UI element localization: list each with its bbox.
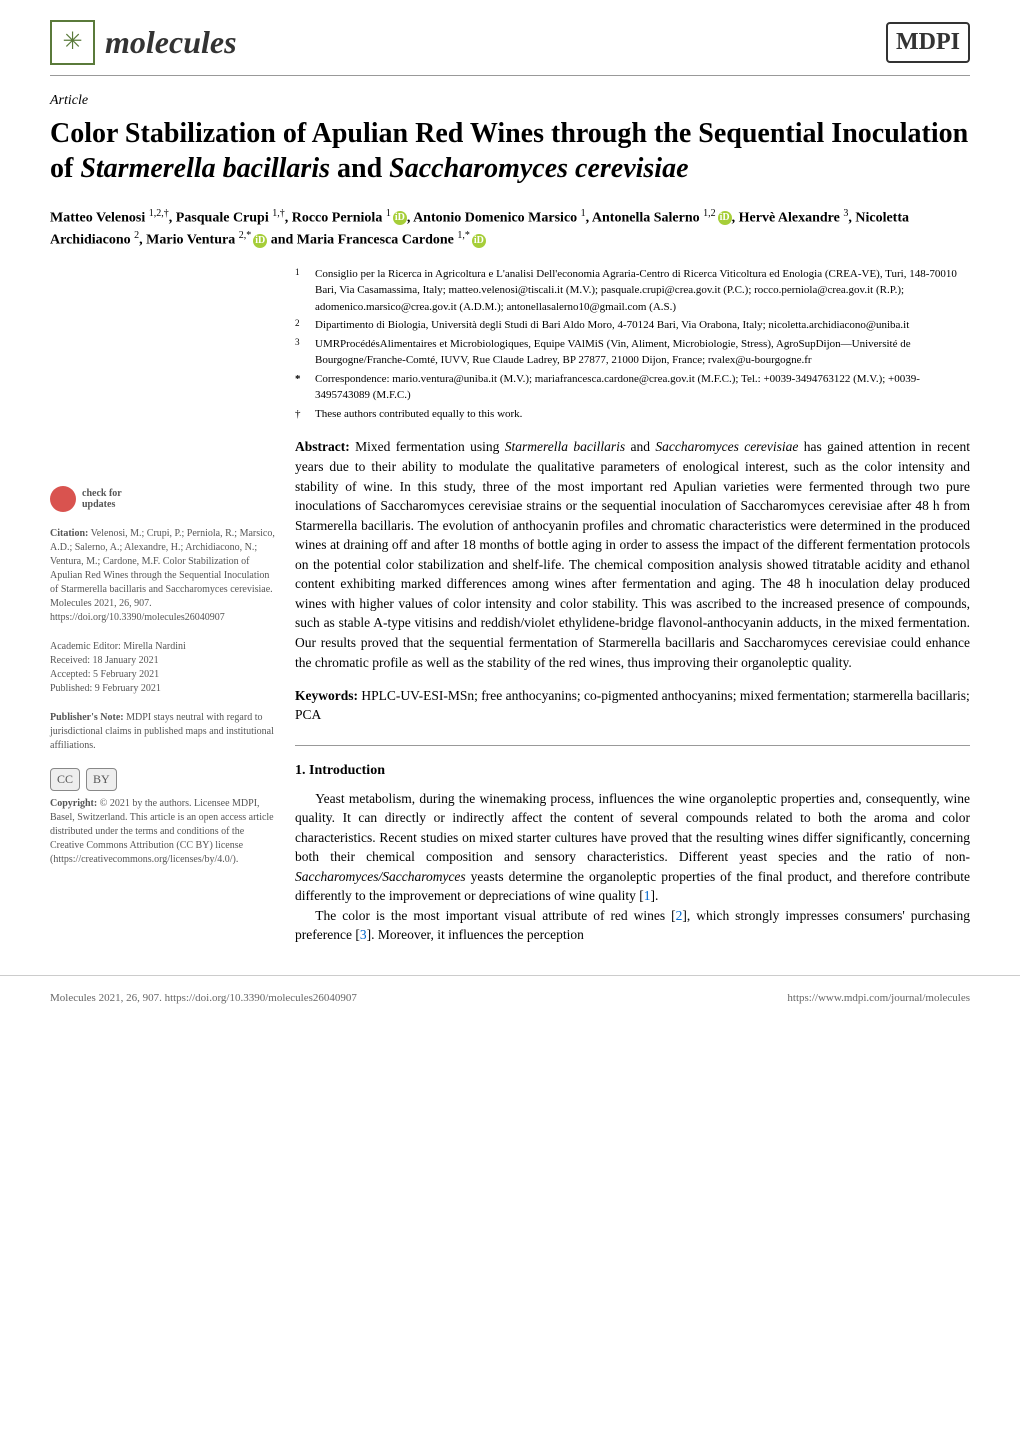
body-text: Yeast metabolism, during the winemaking … — [295, 791, 970, 865]
affiliation-row: 2 Dipartimento di Biologia, Università d… — [295, 317, 970, 334]
by-icon: BY — [86, 768, 117, 791]
author-affil: 1,2 — [703, 208, 716, 219]
author: Hervè Alexandre — [739, 210, 840, 225]
affiliations: 1 Consiglio per la Ricerca in Agricoltur… — [295, 266, 970, 423]
orcid-icon: iD — [472, 234, 486, 248]
title-sci2: Saccharomyces cerevisiae — [389, 153, 688, 184]
author: Maria Francesca Cardone — [297, 233, 454, 248]
author-affil: 1,* — [457, 230, 470, 241]
author: Matteo Velenosi — [50, 210, 145, 225]
author: Antonio Domenico Marsico — [413, 210, 577, 225]
author: Rocco Perniola — [292, 210, 383, 225]
page-footer: Molecules 2021, 26, 907. https://doi.org… — [0, 975, 1020, 1021]
body-paragraph: Yeast metabolism, during the winemaking … — [295, 789, 970, 906]
note-label: Publisher's Note: — [50, 712, 124, 723]
check-updates-label: check forcheck for updatesupdates — [82, 488, 122, 510]
abstract-sci: Saccharomyces cerevisiae — [655, 439, 798, 454]
copyright-label: Copyright: — [50, 798, 97, 809]
author-affil: 3 — [843, 208, 848, 219]
affil-num: 2 — [295, 317, 307, 334]
citation-text: Velenosi, M.; Crupi, P.; Perniola, R.; M… — [50, 528, 275, 623]
author-affil: 2,* — [239, 230, 252, 241]
journal-icon: ✳ — [50, 20, 95, 65]
equal-contrib-row: † These authors contributed equally to t… — [295, 406, 970, 423]
orcid-icon: iD — [393, 211, 407, 225]
keywords: Keywords: HPLC-UV-ESI-MSn; free anthocya… — [295, 687, 970, 725]
editor-label: Academic Editor: — [50, 641, 121, 652]
author-affil: 2 — [134, 230, 139, 241]
footer-left: Molecules 2021, 26, 907. https://doi.org… — [50, 991, 357, 1006]
affil-num: † — [295, 406, 307, 423]
body-paragraph: The color is the most important visual a… — [295, 906, 970, 945]
abstract: Abstract: Mixed fermentation using Starm… — [295, 437, 970, 672]
title-mid: and — [330, 153, 389, 184]
correspondence-row: * Correspondence: mario.ventura@uniba.it… — [295, 371, 970, 404]
title-sci1: Starmerella bacillaris — [80, 153, 330, 184]
check-updates-icon — [50, 486, 76, 512]
correspondence-text: Correspondence: mario.ventura@uniba.it (… — [315, 371, 970, 404]
received-date: Received: 18 January 2021 — [50, 655, 159, 666]
journal-name: molecules — [105, 20, 237, 65]
affil-num: 1 — [295, 266, 307, 316]
citation-ref[interactable]: 3 — [360, 927, 367, 942]
citation-label: Citation: — [50, 528, 88, 539]
orcid-icon: iD — [718, 211, 732, 225]
citation-ref[interactable]: 1 — [644, 888, 651, 903]
keywords-text: HPLC-UV-ESI-MSn; free anthocyanins; co-p… — [295, 688, 970, 722]
published-date: Published: 9 February 2021 — [50, 683, 161, 694]
body-text: ]. — [651, 888, 659, 903]
body-sci: Saccharomyces/Saccharomyces — [295, 869, 466, 884]
body-text: ]. Moreover, it influences the perceptio… — [367, 927, 584, 942]
author-affil: 1,† — [272, 208, 285, 219]
orcid-icon: iD — [253, 234, 267, 248]
author-affil: 1 — [386, 208, 391, 219]
editorial-block: Academic Editor: Mirella Nardini Receive… — [50, 640, 275, 696]
author-list: Matteo Velenosi 1,2,†, Pasquale Crupi 1,… — [0, 196, 1020, 266]
author: Antonella Salerno — [592, 210, 700, 225]
affil-num: 3 — [295, 336, 307, 369]
abstract-text: and — [625, 439, 655, 454]
footer-right: https://www.mdpi.com/journal/molecules — [787, 991, 970, 1006]
keywords-label: Keywords: — [295, 688, 358, 703]
equal-contrib-text: These authors contributed equally to thi… — [315, 406, 522, 423]
sidebar: check forcheck for updatesupdates Citati… — [50, 266, 275, 945]
article-title: Color Stabilization of Apulian Red Wines… — [0, 111, 1020, 196]
editor-name: Mirella Nardini — [123, 641, 185, 652]
affil-num: * — [295, 371, 307, 404]
cc-icon: CC — [50, 768, 80, 791]
article-type: Article — [0, 76, 1020, 111]
page-header: ✳ molecules MDPI — [0, 0, 1020, 75]
cc-badges: CC BY — [50, 768, 275, 791]
main-content: 1 Consiglio per la Ricerca in Agricoltur… — [295, 266, 970, 945]
body-text: The color is the most important visual a… — [315, 908, 675, 923]
citation-block: Citation: Velenosi, M.; Crupi, P.; Perni… — [50, 527, 275, 625]
affil-text: Consiglio per la Ricerca in Agricoltura … — [315, 266, 970, 316]
check-updates[interactable]: check forcheck for updatesupdates — [50, 486, 275, 512]
publisher-note-block: Publisher's Note: MDPI stays neutral wit… — [50, 711, 275, 753]
journal-logo: ✳ molecules — [50, 20, 237, 65]
author-affil: 1,2,† — [149, 208, 169, 219]
affiliation-row: 1 Consiglio per la Ricerca in Agricoltur… — [295, 266, 970, 316]
affiliation-row: 3 UMRProcédésAlimentaires et Microbiolog… — [295, 336, 970, 369]
publisher-logo: MDPI — [886, 22, 970, 64]
affil-text: UMRProcédésAlimentaires et Microbiologiq… — [315, 336, 970, 369]
abstract-label: Abstract: — [295, 439, 350, 454]
author-affil: 1 — [581, 208, 586, 219]
author: Pasquale Crupi — [176, 210, 269, 225]
abstract-text: has gained attention in recent years due… — [295, 439, 970, 669]
license-block: CC BY Copyright: © 2021 by the authors. … — [50, 768, 275, 867]
abstract-sci: Starmerella bacillaris — [505, 439, 625, 454]
abstract-text: Mixed fermentation using — [355, 439, 505, 454]
author: Mario Ventura — [146, 233, 235, 248]
accepted-date: Accepted: 5 February 2021 — [50, 669, 159, 680]
section-heading: 1. Introduction — [295, 761, 970, 781]
affil-text: Dipartimento di Biologia, Università deg… — [315, 317, 909, 334]
section-divider — [295, 745, 970, 746]
